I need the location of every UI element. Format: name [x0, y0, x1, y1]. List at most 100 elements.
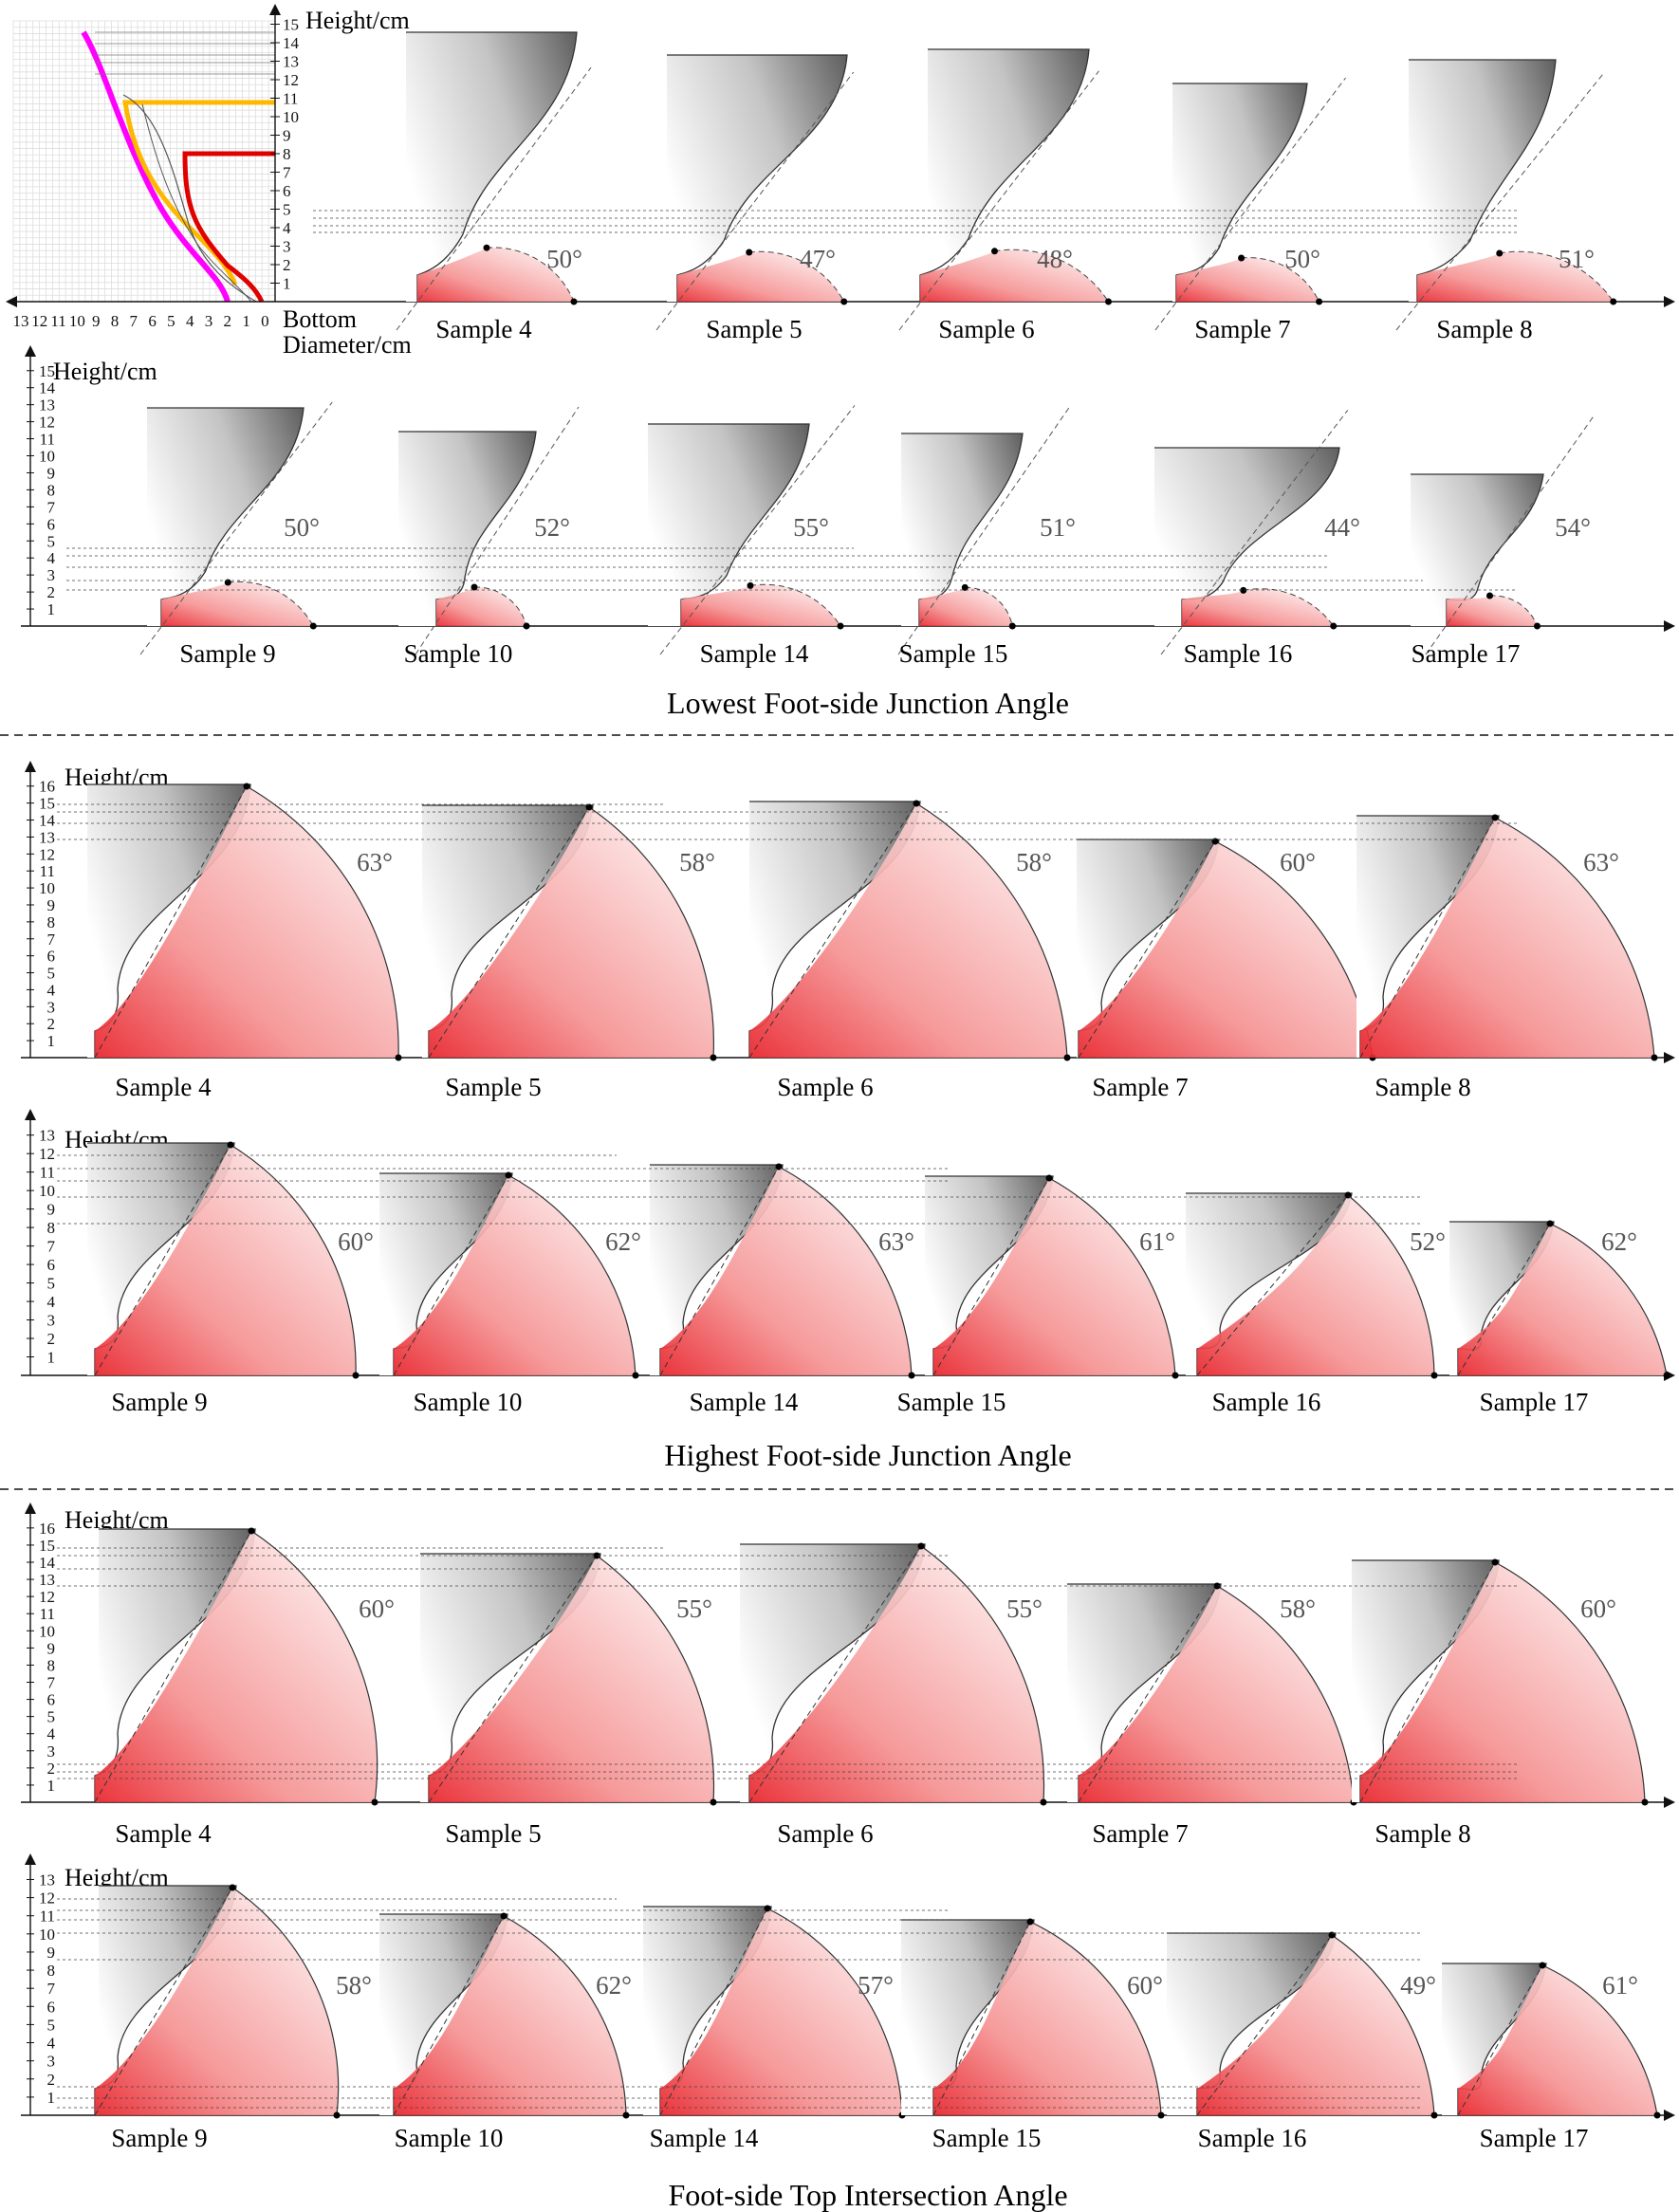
arc-end-point — [622, 2111, 630, 2119]
height-tick-label: 13 — [39, 1571, 55, 1589]
angle-sector — [1447, 595, 1538, 626]
height-tick-label: 1 — [47, 2089, 56, 2107]
inset-height-tick: 12 — [283, 71, 299, 89]
sample-label: Sample 5 — [706, 315, 802, 343]
tangent-line — [1395, 72, 1605, 331]
sample-label: Sample 8 — [1375, 1073, 1470, 1101]
angle-label: 58° — [336, 1971, 372, 2000]
arc-end-point — [1105, 298, 1112, 305]
arc-end-point — [1063, 1054, 1071, 1061]
arc-end-point — [1430, 2111, 1438, 2119]
angle-label: 54° — [1555, 513, 1591, 542]
angle-sector — [677, 251, 844, 302]
angle-label: 52° — [534, 513, 570, 542]
angle-arc — [250, 1530, 378, 1803]
axis-arrow — [25, 761, 36, 772]
vessel-profile — [379, 1914, 507, 2115]
height-tick-label: 9 — [47, 1201, 56, 1219]
height-tick-label: 1 — [47, 1349, 56, 1367]
arc-end-point — [371, 1798, 378, 1806]
angle-arc — [228, 581, 314, 627]
vessel-outline — [1409, 59, 1557, 302]
angle-sector — [749, 803, 1067, 1058]
inset-diameter-tick: 4 — [186, 312, 194, 330]
angle-arc — [596, 1555, 715, 1803]
angle-sector — [933, 1922, 1161, 2115]
junction-point — [248, 1527, 255, 1535]
angle-sector — [429, 807, 714, 1058]
arc-end-point — [1610, 298, 1617, 305]
height-tick-label: 14 — [39, 379, 56, 397]
angle-sector — [95, 1888, 339, 2115]
sample-label: Sample 9 — [111, 2124, 207, 2152]
junction-point — [1026, 1918, 1034, 1926]
height-tick-label: 15 — [39, 1537, 55, 1555]
angle-sector — [95, 786, 399, 1058]
angle-arc — [230, 1144, 357, 1376]
tangent-line — [898, 70, 1099, 331]
junction-point — [1213, 1582, 1221, 1590]
height-tick-label: 9 — [47, 1639, 56, 1657]
inset-height-tick: 4 — [283, 219, 291, 237]
chord-line — [1359, 1561, 1496, 1803]
vessel-profile — [1167, 1933, 1336, 2115]
height-tick-label: 7 — [47, 1980, 56, 1998]
angle-arc — [1029, 1921, 1162, 2116]
junction-point — [229, 1884, 236, 1891]
profile-curve-grey — [141, 103, 252, 303]
height-axis-label: Height/cm — [53, 358, 157, 385]
chord-line — [428, 1555, 598, 1803]
arc-end-point — [523, 622, 530, 630]
tangent-line — [396, 66, 592, 331]
height-tick-label: 6 — [47, 1256, 56, 1274]
junction-point — [470, 583, 478, 591]
inset-diameter-tick: 6 — [148, 312, 157, 330]
sample-row: 123456789101112131415Height/cm50°Sample … — [21, 345, 1675, 668]
height-tick-label: 13 — [39, 828, 55, 846]
height-tick-label: 2 — [47, 1330, 56, 1348]
angle-sector — [1360, 818, 1654, 1058]
sample-label: Sample 14 — [690, 1388, 799, 1416]
angle-sector — [161, 581, 314, 626]
angle-arc — [1499, 250, 1614, 303]
vessel-profile — [87, 784, 250, 1058]
chord-line — [932, 1177, 1050, 1376]
angle-arc — [1489, 595, 1538, 627]
angle-arc — [965, 586, 1013, 627]
angle-label: 62° — [605, 1227, 641, 1256]
angle-label: 50° — [284, 513, 320, 542]
vessel-profile — [1356, 816, 1499, 1058]
inset-diameter-tick: 2 — [224, 312, 232, 330]
height-tick-label: 14 — [39, 1554, 56, 1572]
arc-end-point — [632, 1372, 639, 1379]
angle-sector — [660, 1908, 902, 2115]
sample-label: Sample 17 — [1411, 639, 1521, 668]
arc-end-point — [1653, 2111, 1661, 2119]
vessel-profile — [648, 424, 809, 626]
height-tick-label: 15 — [39, 362, 55, 380]
height-tick-label: 5 — [47, 532, 56, 550]
chord-line — [659, 1908, 768, 2116]
junction-point — [1491, 1558, 1499, 1566]
inset-diameter-tick: 10 — [69, 312, 85, 330]
tangent-line — [1154, 77, 1346, 331]
height-tick-label: 12 — [39, 845, 55, 863]
angle-label: 58° — [1016, 848, 1052, 876]
vessel-profile — [749, 802, 920, 1058]
junction-point — [991, 248, 998, 255]
vessel-profile — [422, 805, 593, 1058]
vessel-profile — [1154, 448, 1339, 626]
vessel-outline — [667, 54, 848, 302]
inset-height-tick: 11 — [283, 90, 298, 108]
tangent-line — [897, 407, 1070, 655]
junction-point — [913, 800, 920, 807]
angle-arc — [1243, 588, 1335, 627]
chord-line — [1196, 1194, 1349, 1376]
vessel-profile — [901, 1920, 1034, 2115]
angle-arc — [749, 583, 841, 627]
sample-label: Sample 4 — [435, 315, 532, 343]
chord-line — [1457, 1223, 1551, 1376]
angle-arc — [778, 1166, 913, 1376]
arc-end-point — [840, 298, 848, 305]
